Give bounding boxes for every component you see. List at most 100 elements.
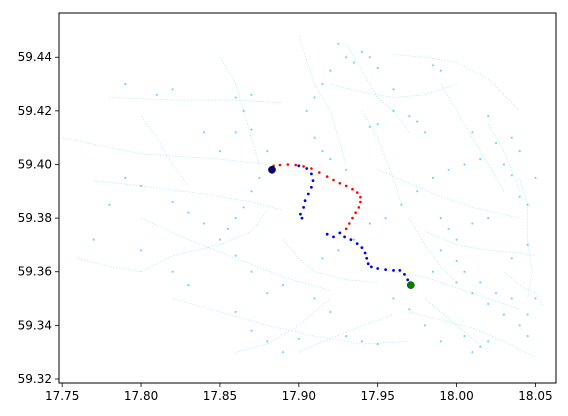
network-line-0 (62, 137, 268, 165)
network-point (502, 163, 505, 166)
network-point (218, 150, 221, 153)
route-red-point (325, 175, 329, 178)
network-line-13 (393, 271, 520, 310)
route-blue-point (365, 256, 369, 260)
y-tick-label: 59.44 (18, 50, 52, 64)
road-network-lines (62, 35, 544, 358)
network-point (431, 270, 434, 273)
network-point (518, 324, 521, 327)
network-point (526, 243, 529, 246)
axes-frame (58, 12, 557, 384)
route-blue-point (305, 167, 309, 170)
network-point (266, 340, 269, 343)
network-point (203, 222, 206, 225)
network-point (242, 206, 245, 209)
route-blue-point (363, 251, 367, 255)
network-point (329, 69, 332, 72)
network-point (494, 141, 498, 145)
network-point (471, 292, 474, 295)
network-point (376, 123, 379, 126)
network-point (321, 150, 324, 153)
network-point (376, 66, 379, 70)
network-point (534, 297, 537, 300)
network-point (313, 136, 316, 139)
route-red-point (344, 227, 348, 231)
x-tick-label: 17.95 (361, 389, 395, 403)
network-point (471, 222, 474, 225)
network-point (487, 115, 490, 118)
network-point (203, 131, 206, 134)
route-red-point (348, 222, 351, 225)
network-point (329, 310, 332, 313)
route-blue-point (310, 172, 313, 176)
network-point (416, 120, 419, 123)
network-point (487, 302, 490, 305)
network-point (124, 83, 127, 86)
y-axis: 59.32 59.34 59.36 59.38 59.40 59.42 59.44 (18, 50, 59, 386)
network-point (400, 203, 403, 206)
network-point (321, 257, 324, 260)
y-tick-label: 59.42 (18, 104, 52, 118)
network-point (447, 227, 450, 230)
network-point (423, 131, 427, 134)
network-point (250, 270, 253, 273)
network-point (297, 337, 300, 340)
route-blue-point (299, 212, 302, 216)
route-red-point (344, 184, 348, 188)
network-point (510, 174, 513, 177)
network-point (321, 83, 324, 86)
network-point (431, 64, 434, 67)
route-blue-point (376, 267, 380, 270)
network-point (368, 125, 371, 128)
route-red-point (310, 167, 313, 170)
start-marker (268, 165, 276, 174)
network-point (250, 329, 253, 332)
network-point (139, 249, 143, 252)
route-red-point (351, 187, 354, 191)
network-point (471, 131, 474, 134)
network-point (510, 136, 513, 139)
route-blue-point (406, 278, 410, 282)
network-point (281, 351, 285, 354)
network-point (360, 340, 363, 343)
road-network-points (92, 42, 537, 354)
network-point (471, 351, 474, 354)
network-point (187, 211, 190, 214)
network-point (487, 340, 490, 343)
network-line-15 (424, 298, 489, 353)
network-point (518, 150, 521, 153)
network-point (416, 190, 419, 193)
y-tick-label: 59.40 (18, 157, 52, 171)
network-point (479, 345, 482, 348)
network-line-3 (219, 57, 260, 165)
network-point (455, 281, 458, 284)
network-point (368, 56, 371, 59)
network-point (281, 284, 285, 287)
x-tick-label: 17.85 (203, 389, 237, 403)
network-point (376, 343, 379, 346)
network-point (234, 217, 237, 220)
network-point (187, 284, 190, 287)
network-line-19 (235, 298, 331, 353)
route-blue-point (392, 269, 395, 272)
network-point (313, 96, 316, 99)
network-point (502, 313, 505, 316)
network-point (345, 335, 348, 338)
network-point (226, 227, 229, 230)
network-point (518, 195, 521, 198)
network-point (463, 335, 466, 338)
route-red-point (355, 191, 359, 194)
route-red-point (359, 195, 362, 199)
route-blue-point (403, 273, 406, 276)
network-point (266, 292, 269, 295)
network-point (329, 158, 332, 161)
network-line-4 (140, 217, 331, 291)
network-point (234, 254, 237, 257)
route-red-point (302, 165, 305, 168)
network-point (455, 259, 458, 263)
x-tick-label: 17.90 (282, 389, 316, 403)
network-point (171, 270, 174, 273)
network-point (463, 163, 466, 166)
y-tick-label: 59.38 (18, 211, 52, 225)
